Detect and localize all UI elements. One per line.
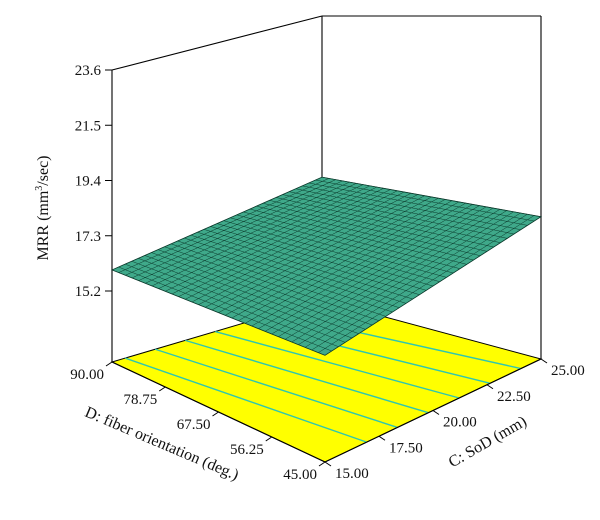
z-tick-label: 19.4 (75, 174, 102, 190)
mesh-line-x (223, 220, 440, 282)
x-tick-label: 25.00 (551, 363, 585, 379)
mesh-line-y (125, 179, 336, 276)
z-tick-label: 23.6 (75, 63, 102, 79)
x-tick-mark (378, 435, 386, 441)
y-tick-label: 67.50 (177, 417, 211, 433)
mesh-line-x (315, 179, 535, 222)
mesh-line-x (321, 176, 542, 217)
mesh-line-y (145, 183, 357, 284)
x-tick-mark (432, 410, 440, 415)
y-axis-ticks: 45.00 56.25 67.50 78.75 90.00 (70, 361, 326, 483)
mesh-line-x (249, 208, 467, 265)
y-tick-mark (158, 386, 166, 392)
y-tick-label: 45.00 (283, 467, 317, 483)
x-tick-label: 22.50 (497, 389, 531, 405)
mesh-line-y (178, 189, 391, 297)
mesh-line-x (295, 188, 515, 235)
plot-box (111, 15, 542, 362)
y-tick-mark (265, 436, 273, 442)
x-tick-mark (540, 358, 548, 364)
y-axis-label: D: fiber orientation (deg.) (82, 404, 241, 484)
mesh-line-x (289, 191, 508, 239)
mesh-line-y (158, 185, 371, 289)
mesh-line-x (308, 182, 528, 226)
contour-line (154, 348, 398, 429)
y-tick-mark (318, 461, 326, 467)
z-tick-label: 15.2 (75, 284, 101, 300)
mesh-line-x (302, 185, 521, 230)
mesh-line-x (256, 205, 474, 261)
y-tick-label: 90.00 (70, 367, 104, 383)
mesh-line-y (185, 190, 398, 300)
x-tick-label: 15.00 (335, 466, 369, 482)
z-tick-label: 17.3 (75, 229, 101, 245)
mesh-line-y (131, 180, 343, 279)
mesh-line-x (276, 197, 494, 248)
mesh-line-y (198, 193, 412, 305)
mesh-line-x (262, 203, 481, 256)
mesh-line-y (218, 196, 432, 313)
mesh-line-y (191, 191, 405, 303)
mesh-line-x (243, 211, 461, 269)
x-axis-ticks: 15.00 17.50 20.00 22.50 25.00 (324, 358, 585, 482)
mesh-line-y (118, 178, 329, 273)
mesh-line-x (269, 200, 488, 252)
mesh-line-y (111, 176, 323, 271)
surface-mesh (111, 176, 542, 356)
z-axis-label: MRR (mm3/sec) (34, 156, 52, 261)
back-top-edge-left (111, 15, 323, 71)
y-tick-mark (212, 411, 219, 417)
contour-line (124, 357, 367, 443)
z-tick-label: 21.5 (75, 118, 101, 134)
mesh-line-y (138, 181, 350, 281)
contour-line (215, 330, 460, 399)
x-tick-mark (486, 384, 494, 390)
y-tick-label: 78.75 (124, 392, 158, 408)
x-tick-label: 20.00 (443, 415, 477, 431)
mesh-line-y (165, 186, 377, 292)
mesh-line-y (171, 188, 384, 295)
y-tick-label: 56.25 (230, 442, 264, 458)
mesh-line-y (205, 194, 418, 308)
y-tick-mark (105, 361, 113, 367)
x-tick-mark (324, 461, 332, 467)
mesh-line-y (211, 195, 425, 311)
mesh-line-x (236, 214, 454, 274)
mesh-line-x (282, 194, 501, 243)
contour-line (185, 339, 429, 414)
mesh-line-y (151, 184, 364, 287)
mesh-line-x (230, 217, 447, 278)
z-axis-ticks: 15.2 17.3 19.4 21.5 23.6 (75, 63, 112, 300)
x-tick-label: 17.50 (389, 440, 423, 456)
